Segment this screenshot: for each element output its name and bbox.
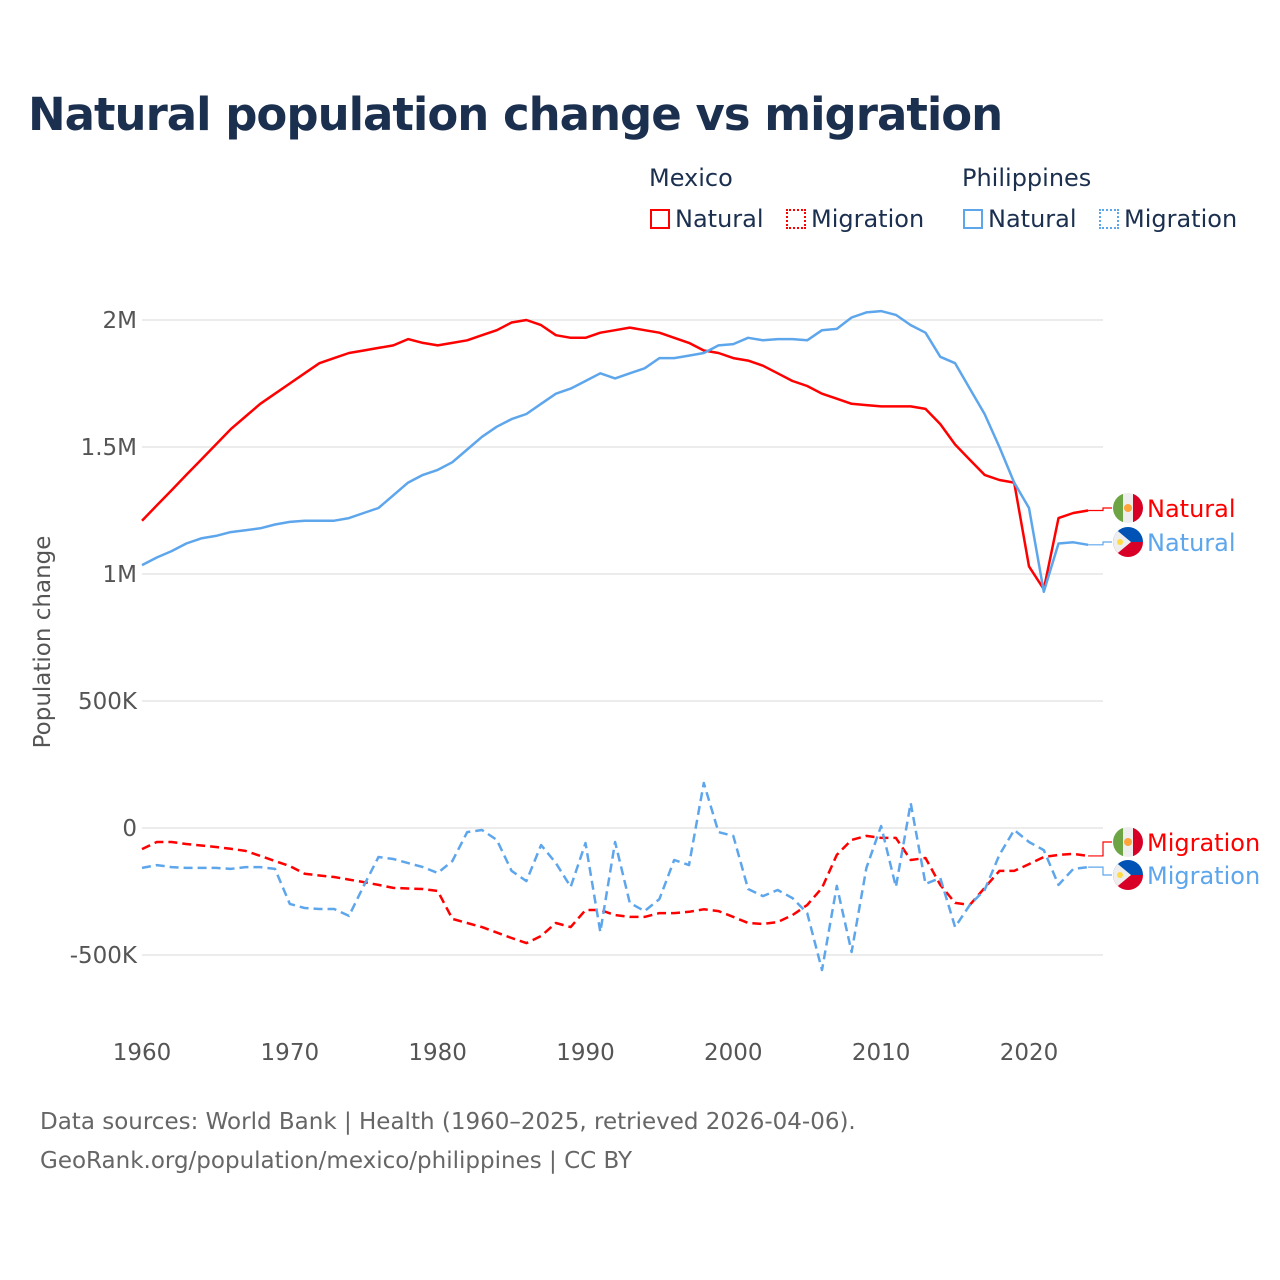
philippines-flag-icon [1113, 860, 1143, 890]
footer-link[interactable]: GeoRank.org/population/mexico/philippine… [40, 1148, 633, 1174]
legend-label: Migration [1124, 205, 1238, 233]
label-connector [1088, 866, 1112, 876]
y-tick-label: -500K [70, 943, 138, 969]
y-tick-label: 500K [78, 689, 138, 715]
footer-sources: Data sources: World Bank | Health (1960–… [40, 1109, 856, 1135]
legend-philippines-natural[interactable]: Natural [963, 205, 1077, 233]
x-tick-label: 1990 [556, 1040, 615, 1066]
legend-group-mexico: Mexico [649, 164, 733, 192]
mexico-flag-icon [1113, 493, 1143, 523]
legend-label: Natural [675, 205, 764, 233]
y-tick-label: 1M [103, 562, 137, 588]
x-tick-label: 1960 [113, 1040, 172, 1066]
legend-swatch-solid-red [650, 209, 670, 229]
legend-swatch-solid-blue [963, 209, 983, 229]
philippines-flag-icon [1113, 527, 1143, 557]
series-line-philippines-natural [141, 309, 1089, 594]
x-tick-label: 1970 [261, 1040, 320, 1066]
chart-title: Natural population change vs migration [28, 88, 1003, 141]
series-end-label: Natural [1147, 529, 1236, 557]
series-line-philippines-migration [141, 781, 1089, 972]
series-end-label: Natural [1147, 495, 1236, 523]
y-tick-label: 1.5M [81, 435, 137, 461]
y-tick-label: 0 [122, 816, 137, 842]
legend-swatch-dotted-blue [1099, 209, 1119, 229]
series-end-label: Migration [1147, 862, 1260, 890]
series-line-mexico-natural [141, 318, 1089, 591]
mexico-flag-icon [1113, 827, 1143, 857]
y-tick-label: 2M [103, 308, 137, 334]
label-connector [1088, 507, 1112, 512]
x-tick-label: 2010 [852, 1040, 911, 1066]
label-connector [1088, 541, 1112, 546]
legend-label: Migration [811, 205, 925, 233]
legend-swatch-dotted-red [786, 209, 806, 229]
legend-label: Natural [988, 205, 1077, 233]
x-tick-label: 1980 [408, 1040, 467, 1066]
label-connector [1088, 841, 1112, 857]
series-end-label: Migration [1147, 829, 1260, 857]
y-axis-label: Population change [30, 536, 56, 749]
x-tick-label: 2000 [704, 1040, 763, 1066]
legend-mexico-migration[interactable]: Migration [786, 205, 924, 233]
legend-mexico-natural[interactable]: Natural [650, 205, 764, 233]
legend-group-philippines: Philippines [962, 164, 1092, 192]
legend-philippines-migration[interactable]: Migration [1099, 205, 1237, 233]
x-tick-label: 2020 [1000, 1040, 1059, 1066]
